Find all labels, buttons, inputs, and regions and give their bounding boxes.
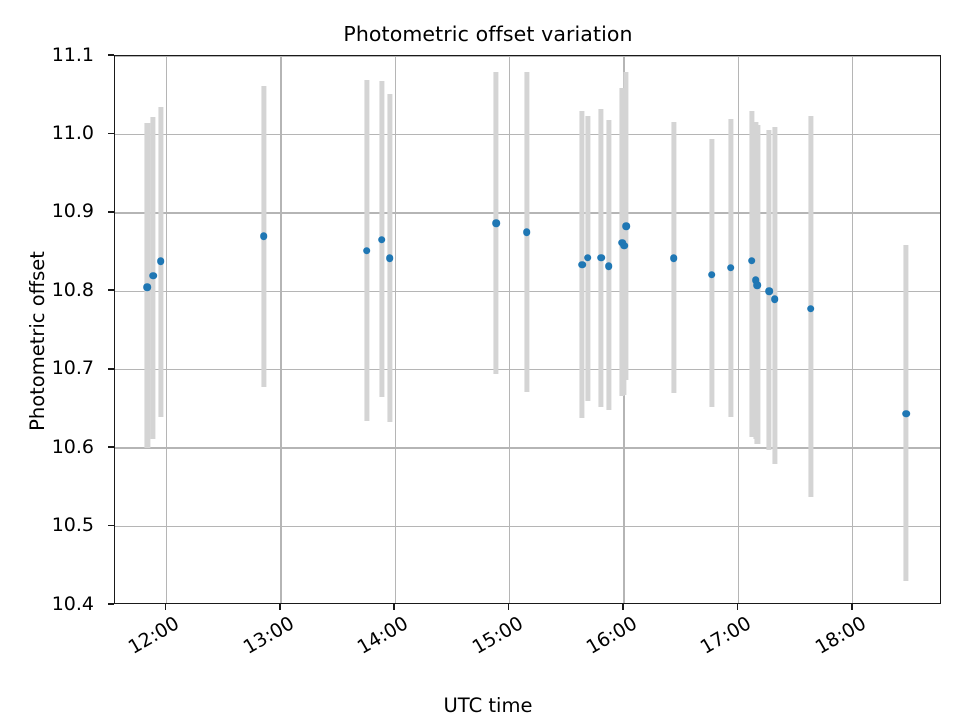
x-tick-label: 13:00: [239, 612, 298, 659]
y-tick-mark: [108, 54, 114, 56]
x-tick-mark: [393, 604, 396, 610]
x-tick-label: 14:00: [353, 612, 413, 659]
data-point: [620, 241, 628, 250]
data-point: [597, 253, 605, 262]
gridline-vertical: [852, 56, 854, 603]
x-tick-label: 18:00: [811, 612, 870, 659]
y-tick-mark: [108, 211, 114, 213]
plot-area: [114, 55, 941, 604]
data-point: [522, 228, 531, 237]
gridline-vertical: [280, 56, 282, 603]
data-point: [747, 256, 756, 265]
data-point: [751, 276, 760, 285]
data-point: [902, 409, 910, 418]
data-point: [149, 271, 157, 280]
x-tick-label: 15:00: [468, 612, 527, 659]
x-tick-mark: [164, 604, 167, 610]
y-tick-mark: [108, 446, 114, 448]
data-point: [707, 271, 716, 279]
y-tick-label: 10.9: [51, 200, 94, 223]
error-bar: [749, 110, 755, 438]
data-point: [259, 232, 268, 241]
x-axis-label: UTC time: [443, 694, 533, 717]
data-point: [143, 283, 152, 292]
x-tick-mark: [622, 604, 624, 610]
data-point: [806, 304, 815, 313]
data-point: [622, 222, 630, 230]
data-point: [604, 262, 613, 270]
y-tick-label: 10.7: [51, 357, 94, 380]
x-tick-label: 16:00: [582, 612, 641, 659]
gridline-horizontal: [115, 447, 940, 449]
gridline-vertical: [508, 56, 511, 603]
data-point: [770, 295, 779, 303]
x-tick-label: 12:00: [125, 612, 184, 659]
y-tick-label: 10.8: [51, 278, 94, 301]
x-tick-mark: [736, 604, 739, 610]
y-tick-mark: [108, 603, 114, 605]
data-point: [583, 253, 592, 262]
chart-title: Photometric offset variation: [343, 22, 633, 46]
y-tick-label: 10.4: [51, 592, 94, 615]
x-tick-label: 17:00: [696, 612, 756, 659]
data-point: [362, 246, 371, 255]
y-tick-label: 11.0: [51, 121, 94, 144]
y-tick-label: 10.6: [51, 435, 94, 458]
error-bar: [772, 126, 778, 464]
gridline-vertical: [394, 56, 396, 603]
gridline-horizontal: [115, 525, 940, 528]
y-tick-label: 11.1: [51, 43, 94, 66]
gridline-horizontal: [115, 56, 940, 57]
gridline-vertical: [737, 56, 740, 603]
data-point: [578, 260, 586, 269]
y-axis-label: Photometric offset: [26, 251, 49, 431]
data-point: [385, 254, 394, 263]
data-point: [378, 235, 386, 244]
x-tick-mark: [850, 604, 853, 610]
data-point: [492, 219, 501, 227]
data-point: [765, 287, 773, 296]
data-point: [753, 281, 762, 289]
y-tick-mark: [108, 367, 114, 370]
y-tick-mark: [108, 289, 114, 292]
gridline-vertical: [165, 56, 168, 603]
data-point: [669, 254, 678, 263]
y-tick-mark: [108, 524, 114, 527]
x-tick-mark: [507, 604, 510, 610]
data-point: [726, 263, 735, 272]
y-tick-label: 10.5: [51, 514, 94, 537]
x-tick-mark: [279, 604, 281, 610]
y-tick-mark: [108, 132, 114, 135]
data-point: [156, 257, 165, 266]
